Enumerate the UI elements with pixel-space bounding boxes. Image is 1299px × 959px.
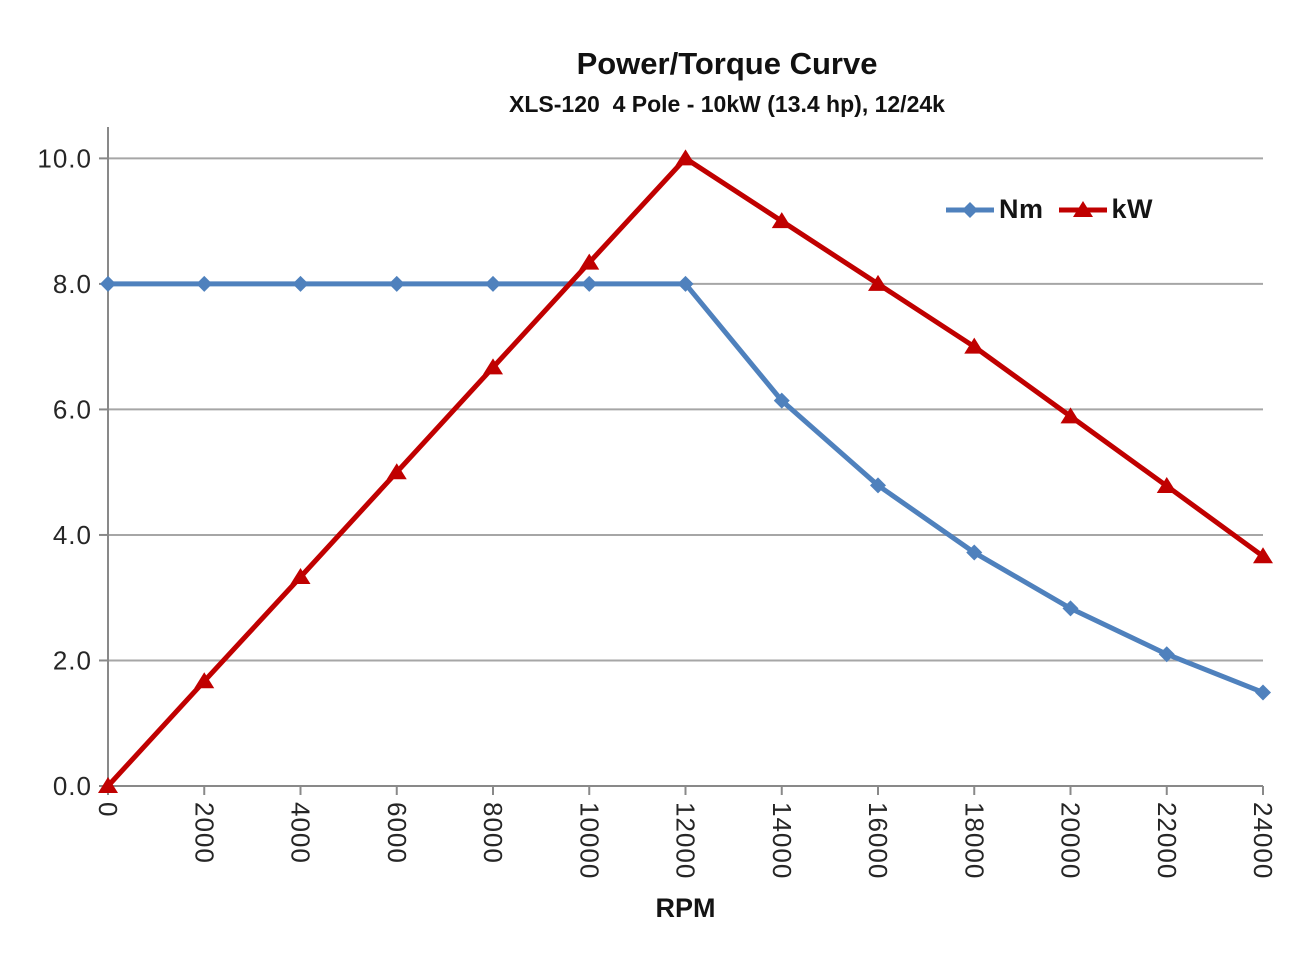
series-marker-nm bbox=[1158, 646, 1175, 663]
nm-series-swatch-icon bbox=[946, 201, 994, 218]
x-tick-label: 16000 bbox=[863, 802, 893, 879]
series-marker-kw bbox=[868, 274, 888, 291]
x-tick-label: 8000 bbox=[478, 802, 508, 864]
series-marker-kw bbox=[1060, 407, 1081, 424]
x-tick-label: 14000 bbox=[767, 802, 797, 879]
x-tick-label: 2000 bbox=[189, 802, 219, 864]
series-marker-nm bbox=[100, 275, 116, 292]
series-marker-kw bbox=[1253, 547, 1273, 564]
chart-subtitle: XLS-120 4 Pole - 10kW (13.4 hp), 12/24k bbox=[509, 91, 945, 117]
series-marker-kw bbox=[964, 337, 985, 354]
y-tick-label: 8.0 bbox=[53, 269, 92, 299]
series-marker-kw bbox=[483, 358, 503, 375]
kw-series-swatch-icon bbox=[1058, 200, 1107, 217]
series-marker-kw bbox=[771, 212, 792, 229]
series-marker-nm bbox=[292, 275, 309, 292]
legend-label-kw: kW bbox=[1111, 194, 1154, 224]
x-tick-label: 20000 bbox=[1056, 802, 1086, 879]
y-tick-label: 2.0 bbox=[53, 645, 92, 675]
legend-label-nm: Nm bbox=[999, 194, 1044, 224]
series-marker-nm bbox=[1062, 600, 1079, 617]
series-line-kw bbox=[105, 155, 1266, 789]
series-marker-nm bbox=[966, 544, 983, 561]
series-line-nm bbox=[105, 281, 1266, 695]
series-marker-nm bbox=[773, 392, 790, 409]
y-tick-label: 6.0 bbox=[53, 394, 92, 424]
x-tick-label: 0 bbox=[93, 802, 123, 817]
legend: Nm kW bbox=[944, 194, 1153, 225]
series-marker-nm bbox=[196, 275, 213, 292]
y-tick-label: 10.0 bbox=[37, 143, 92, 173]
series-marker-kw bbox=[194, 672, 215, 689]
x-tick-label: 6000 bbox=[382, 802, 412, 864]
x-tick-label: 10000 bbox=[574, 802, 604, 879]
x-tick-label: 12000 bbox=[671, 802, 701, 879]
series-marker-nm bbox=[870, 477, 886, 494]
series-marker-nm bbox=[388, 275, 405, 292]
x-axis-title: RPM bbox=[655, 893, 716, 923]
series-marker-kw bbox=[579, 253, 600, 270]
series-marker-nm bbox=[581, 275, 598, 292]
series-marker-kw bbox=[290, 568, 311, 585]
legend-item-kw: kW bbox=[1057, 194, 1154, 225]
x-tick-label: 24000 bbox=[1248, 802, 1278, 879]
series-marker-nm bbox=[1255, 684, 1271, 701]
series-marker-nm bbox=[485, 275, 501, 292]
series-marker-kw bbox=[1156, 476, 1177, 493]
x-tick-label: 22000 bbox=[1152, 802, 1182, 879]
x-tick-label: 4000 bbox=[286, 802, 316, 864]
chart-title: Power/Torque Curve bbox=[576, 46, 878, 81]
y-tick-label: 0.0 bbox=[53, 771, 92, 801]
series-marker-nm bbox=[677, 275, 694, 292]
x-tick-label: 18000 bbox=[959, 802, 989, 879]
series-marker-kw bbox=[675, 149, 696, 166]
series-marker-kw bbox=[386, 463, 407, 480]
legend-marker-nm bbox=[962, 201, 978, 218]
y-tick-label: 4.0 bbox=[53, 520, 92, 550]
legend-marker-kw bbox=[1072, 200, 1093, 217]
legend-item-nm: Nm bbox=[944, 194, 1044, 225]
series-marker-kw bbox=[98, 777, 118, 793]
